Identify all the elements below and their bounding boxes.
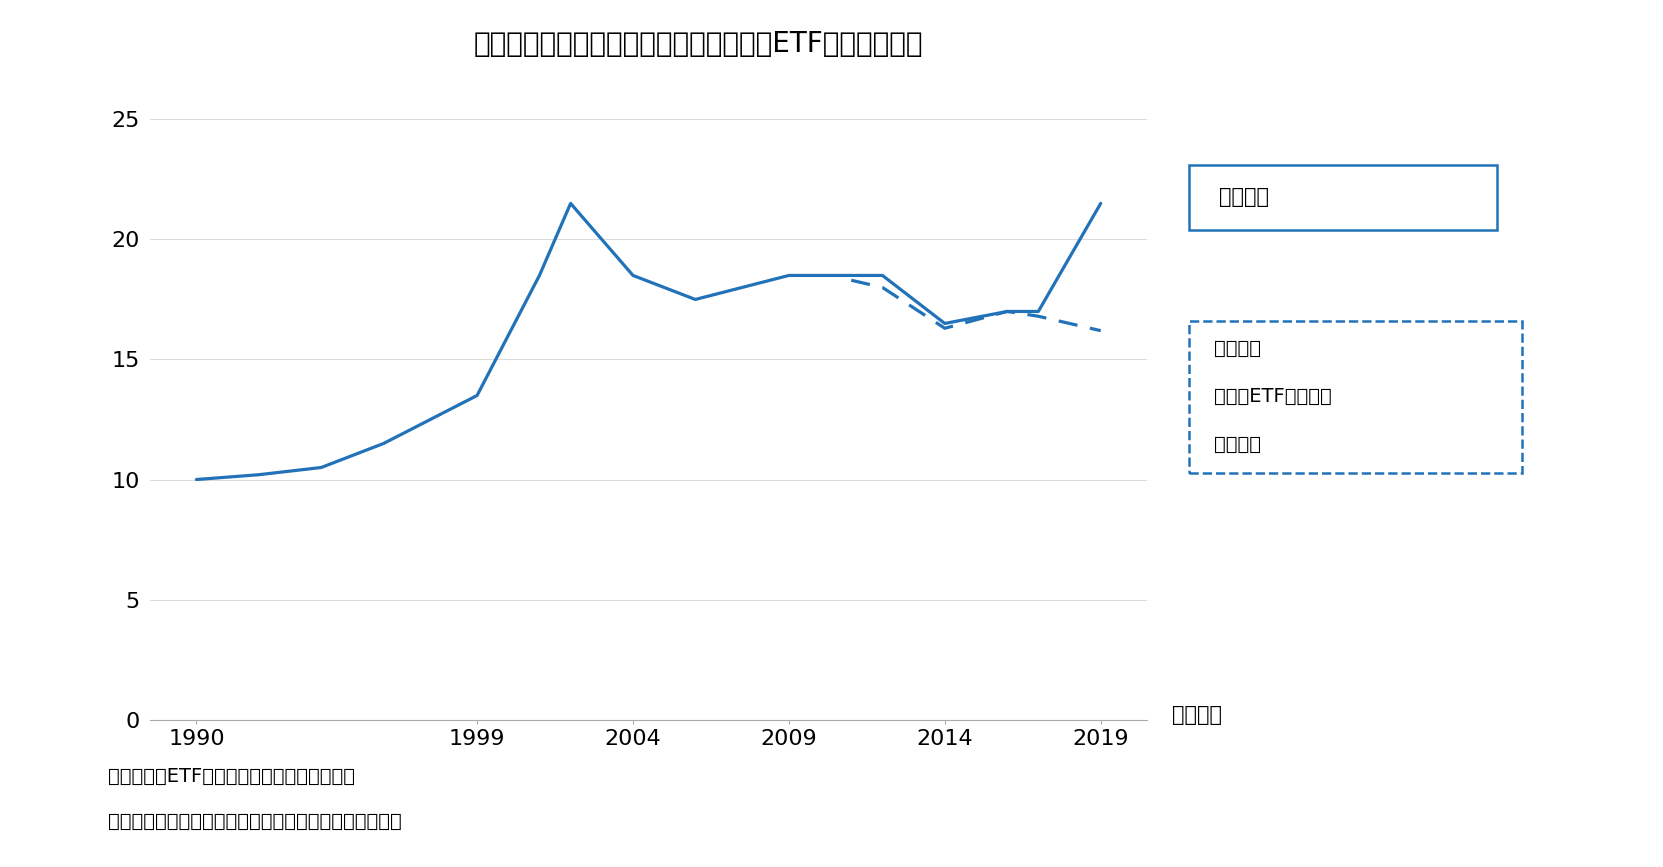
Text: （日銀ETFを除いた: （日銀ETFを除いた	[1214, 388, 1332, 406]
Text: 信託銀行: 信託銀行	[1214, 339, 1261, 358]
Text: 試算値）: 試算値）	[1214, 435, 1261, 454]
Text: （年度）: （年度）	[1172, 705, 1222, 726]
Text: 図表２　信託銀行の保有比率上昇は日銀ETF買入れが要因: 図表２ 信託銀行の保有比率上昇は日銀ETF買入れが要因	[474, 30, 923, 58]
Text: （注）日銀ETF保有額（時価）は弊社試算値: （注）日銀ETF保有額（時価）は弊社試算値	[108, 767, 356, 786]
Text: （資料）東京証券取引所「株式分布状況調査」から作成: （資料）東京証券取引所「株式分布状況調査」から作成	[108, 812, 402, 831]
Text: 信託銀行: 信託銀行	[1219, 187, 1269, 207]
